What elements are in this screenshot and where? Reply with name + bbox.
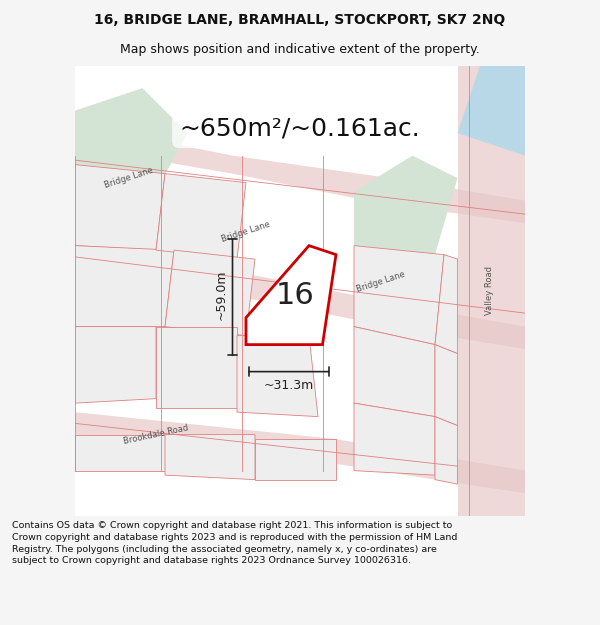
Text: Brookdale Road: Brookdale Road <box>122 423 190 446</box>
Text: Valley Road: Valley Road <box>485 266 493 315</box>
Text: 16: 16 <box>276 281 315 309</box>
Text: ~59.0m: ~59.0m <box>215 270 228 321</box>
Text: ~31.3m: ~31.3m <box>263 379 314 392</box>
Polygon shape <box>75 124 525 223</box>
Text: Bridge Lane: Bridge Lane <box>220 220 272 244</box>
Text: Bridge Lane: Bridge Lane <box>355 269 407 294</box>
Polygon shape <box>458 66 525 516</box>
Text: Contains OS data © Crown copyright and database right 2021. This information is : Contains OS data © Crown copyright and d… <box>12 521 457 566</box>
Polygon shape <box>165 434 255 479</box>
Polygon shape <box>458 66 525 156</box>
Polygon shape <box>435 417 458 484</box>
Polygon shape <box>75 88 187 192</box>
Polygon shape <box>354 246 444 344</box>
Polygon shape <box>75 434 165 471</box>
Polygon shape <box>156 327 237 408</box>
Polygon shape <box>354 403 435 475</box>
Polygon shape <box>75 246 525 349</box>
Text: Map shows position and indicative extent of the property.: Map shows position and indicative extent… <box>120 42 480 56</box>
Text: 16, BRIDGE LANE, BRAMHALL, STOCKPORT, SK7 2NQ: 16, BRIDGE LANE, BRAMHALL, STOCKPORT, SK… <box>94 12 506 27</box>
Polygon shape <box>75 412 525 493</box>
Polygon shape <box>75 164 165 250</box>
Polygon shape <box>75 246 174 327</box>
Text: Bridge Lane: Bridge Lane <box>103 166 155 190</box>
Polygon shape <box>165 250 255 336</box>
Polygon shape <box>435 254 458 354</box>
Polygon shape <box>156 174 246 259</box>
Polygon shape <box>354 327 435 417</box>
Polygon shape <box>255 439 336 479</box>
Polygon shape <box>354 156 458 254</box>
Polygon shape <box>237 336 318 417</box>
Polygon shape <box>75 327 156 403</box>
Text: ~650m²/~0.161ac.: ~650m²/~0.161ac. <box>179 117 421 141</box>
Polygon shape <box>246 246 336 344</box>
Polygon shape <box>435 344 458 426</box>
